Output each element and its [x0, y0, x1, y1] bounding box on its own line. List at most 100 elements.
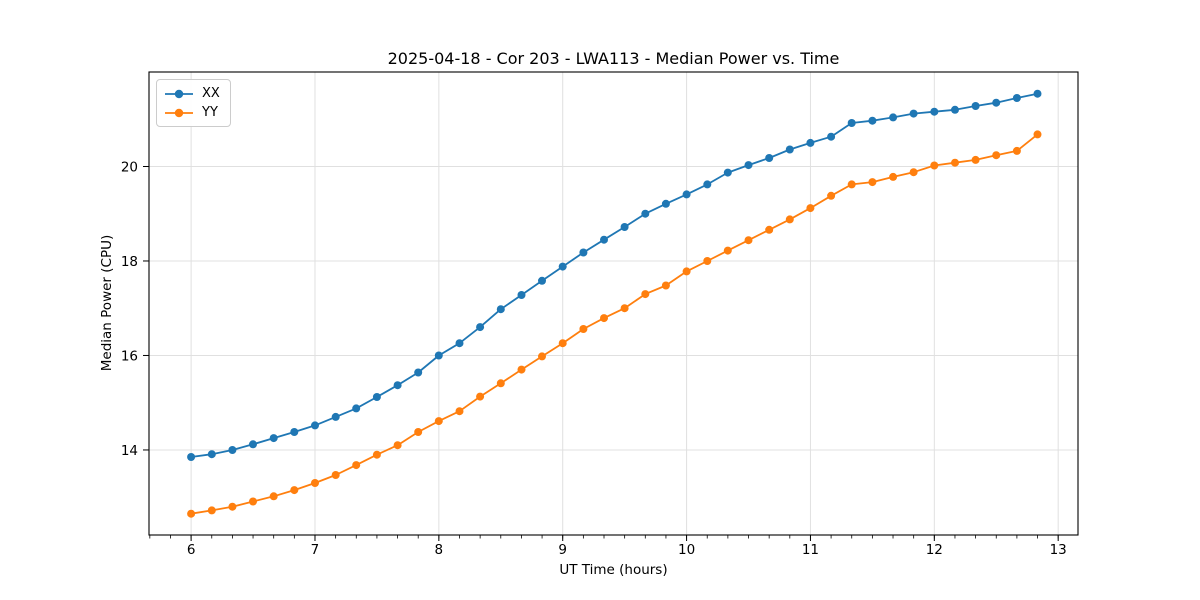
- series-marker-yy: [331, 471, 340, 479]
- series-marker-xx: [641, 209, 650, 218]
- series-marker-xx: [290, 428, 299, 436]
- series-marker-yy: [1033, 130, 1042, 139]
- series-marker-xx: [703, 180, 712, 189]
- series-marker-xx: [269, 434, 278, 443]
- y-axis-label: Median Power (CPU): [99, 234, 115, 372]
- x-tick-label: 6: [187, 542, 196, 558]
- x-tick-label: 11: [802, 542, 819, 558]
- series-marker-yy: [909, 168, 918, 177]
- series-marker-xx: [951, 105, 959, 114]
- series-marker-yy: [352, 461, 361, 470]
- chart-title: 2025-04-18 - Cor 203 - LWA113 - Median P…: [387, 49, 840, 68]
- legend-item-xx: XX: [163, 84, 220, 103]
- series-marker-xx: [579, 248, 588, 257]
- series-marker-xx: [372, 393, 381, 401]
- series-marker-yy: [414, 428, 423, 436]
- legend: XX YY: [156, 79, 231, 127]
- series-marker-yy: [228, 502, 237, 511]
- series-marker-yy: [951, 158, 959, 167]
- legend-sample-line-yy: [165, 108, 193, 117]
- series-marker-yy: [1012, 146, 1021, 155]
- y-tick-label: 18: [121, 254, 138, 270]
- series-marker-yy: [847, 180, 856, 189]
- series-marker-xx: [765, 154, 774, 162]
- series-marker-xx: [331, 412, 340, 421]
- series-marker-xx: [455, 339, 464, 348]
- series-marker-xx: [414, 368, 423, 377]
- series-marker-xx: [352, 404, 361, 413]
- series-marker-xx: [393, 381, 402, 390]
- series-marker-xx: [434, 351, 443, 360]
- series-marker-yy: [496, 379, 505, 388]
- series-marker-xx: [207, 450, 216, 459]
- legend-item-yy: YY: [163, 103, 220, 122]
- series-marker-yy: [558, 339, 567, 348]
- series-marker-yy: [269, 492, 278, 501]
- series-marker-xx: [868, 116, 877, 125]
- series-marker-xx: [661, 199, 670, 208]
- x-tick-label: 8: [435, 542, 444, 558]
- series-marker-xx: [187, 453, 196, 461]
- series-marker-yy: [661, 281, 670, 290]
- series-marker-yy: [187, 509, 196, 518]
- series-marker-yy: [393, 441, 402, 450]
- series-marker-yy: [641, 290, 650, 299]
- series-marker-yy: [971, 155, 980, 164]
- plot-frame: [148, 71, 1079, 536]
- series-marker-yy: [434, 417, 443, 426]
- series-marker-xx: [827, 132, 836, 141]
- series-marker-xx: [476, 323, 485, 332]
- series-marker-xx: [558, 262, 567, 271]
- series-marker-xx: [785, 145, 794, 154]
- series-marker-yy: [723, 246, 732, 255]
- series-marker-xx: [723, 168, 732, 177]
- series-marker-yy: [311, 479, 319, 487]
- y-tick-label: 16: [121, 348, 138, 364]
- legend-label-xx: XX: [202, 86, 220, 101]
- series-marker-yy: [372, 450, 381, 459]
- series-line-yy: [190, 133, 1039, 515]
- legend-label-yy: YY: [202, 105, 218, 120]
- series-marker-xx: [620, 223, 629, 231]
- legend-sample-line-xx: [165, 89, 193, 98]
- series-marker-xx: [496, 305, 505, 314]
- series-marker-yy: [992, 151, 1001, 160]
- series-marker-yy: [579, 325, 588, 333]
- series-marker-yy: [290, 486, 299, 495]
- series-marker-yy: [682, 267, 691, 276]
- series-marker-xx: [600, 235, 608, 244]
- x-axis-label: UT Time (hours): [559, 562, 668, 578]
- series-marker-yy: [827, 191, 836, 200]
- x-tick-label: 10: [678, 542, 695, 558]
- series-marker-yy: [744, 236, 753, 245]
- series-marker-xx: [517, 291, 526, 299]
- series-marker-xx: [971, 102, 980, 110]
- x-tick-label: 7: [311, 542, 320, 558]
- series-marker-xx: [909, 109, 918, 118]
- y-tick-label: 14: [121, 443, 138, 459]
- series-marker-yy: [930, 161, 939, 170]
- series-marker-xx: [228, 446, 237, 454]
- series-marker-yy: [207, 506, 216, 515]
- series-line-xx: [190, 92, 1038, 458]
- series-marker-xx: [1012, 94, 1021, 102]
- series-marker-xx: [744, 161, 753, 170]
- x-tick-label: 13: [1050, 542, 1067, 558]
- series-marker-yy: [889, 172, 898, 181]
- series-marker-yy: [455, 407, 464, 416]
- series-marker-xx: [1033, 89, 1042, 98]
- series-marker-xx: [682, 190, 691, 199]
- series-marker-yy: [806, 204, 815, 213]
- series-marker-yy: [600, 314, 608, 323]
- x-tick-label: 12: [926, 542, 943, 558]
- series-marker-yy: [785, 215, 794, 224]
- series-marker-xx: [889, 113, 898, 122]
- series-marker-yy: [249, 497, 257, 506]
- x-tick-label: 9: [558, 542, 567, 558]
- series-marker-xx: [249, 440, 257, 449]
- series-marker-yy: [765, 225, 774, 234]
- series-marker-xx: [930, 107, 939, 116]
- series-marker-xx: [847, 119, 856, 127]
